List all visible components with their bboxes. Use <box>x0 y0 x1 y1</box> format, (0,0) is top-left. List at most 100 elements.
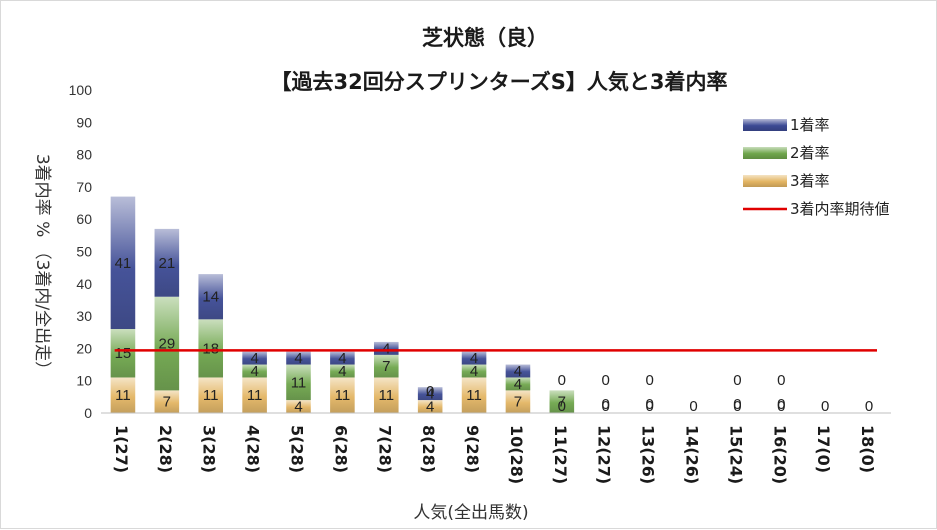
y-tick-label: 100 <box>69 82 93 98</box>
y-tick-label: 70 <box>76 179 92 195</box>
bar-segment <box>198 319 224 378</box>
bar-segment <box>286 400 311 413</box>
bar-segment <box>242 351 267 365</box>
data-label: 4 <box>382 340 390 357</box>
data-label: 11 <box>247 387 263 404</box>
data-label: 4 <box>470 350 478 367</box>
data-label: 4 <box>338 363 346 380</box>
bar-segment <box>461 351 487 365</box>
data-label: 0 <box>777 372 785 389</box>
bar-segment <box>286 364 311 401</box>
bar-segment <box>154 228 180 297</box>
bar-segment <box>198 377 224 413</box>
data-label: 4 <box>338 350 346 367</box>
x-tick-label: 12(27) <box>595 425 614 484</box>
data-label: 4 <box>294 350 302 367</box>
y-tick-label: 60 <box>76 211 92 227</box>
data-label: 7 <box>558 394 566 411</box>
data-label: 14 <box>202 289 219 306</box>
bar-segment <box>242 377 267 413</box>
x-tick-label: 1(27) <box>112 425 131 473</box>
data-label: 4 <box>426 386 434 403</box>
data-label: 0 <box>602 396 610 413</box>
data-label: 0 <box>733 396 741 413</box>
bar-segment <box>242 364 267 378</box>
data-label: 4 <box>514 363 522 380</box>
legend-swatch <box>743 175 787 187</box>
data-label: 0 <box>689 398 697 415</box>
x-tick-label: 11(27) <box>551 425 570 484</box>
data-label: 11 <box>115 387 131 404</box>
y-tick-label: 20 <box>76 340 92 356</box>
legend-swatch <box>743 147 787 159</box>
x-tick-label: 7(28) <box>375 425 394 473</box>
bar-segment <box>373 354 399 378</box>
bar-segment <box>110 196 136 330</box>
y-axis-label: 3着内率 % （3着内/全出走） <box>32 154 52 378</box>
data-label: 0 <box>645 372 653 389</box>
y-tick-label: 0 <box>84 405 92 421</box>
data-label: 41 <box>115 255 132 272</box>
x-tick-label: 6(28) <box>331 425 350 473</box>
data-label: 0 <box>602 398 610 415</box>
bar-segment <box>110 329 136 378</box>
x-tick-label: 3(28) <box>200 425 219 473</box>
data-label: 0 <box>558 372 566 389</box>
data-label: 0 <box>777 398 785 415</box>
legend-label: 3着内率期待値 <box>790 200 890 218</box>
data-label: 0 <box>865 398 873 415</box>
bars <box>110 196 575 413</box>
bar-segment <box>461 364 487 378</box>
x-axis-label: 人気(全出馬数) <box>413 503 528 523</box>
bar-segment <box>330 351 355 365</box>
data-label: 0 <box>558 398 566 415</box>
bar-segment <box>417 387 443 401</box>
data-label: 11 <box>291 374 307 391</box>
data-label: 7 <box>514 394 522 411</box>
data-label: 4 <box>294 399 302 416</box>
y-tick-label: 10 <box>76 373 92 389</box>
data-label: 0 <box>777 396 785 413</box>
data-label: 0 <box>645 398 653 415</box>
data-label: 11 <box>466 387 482 404</box>
bar-segment <box>505 390 531 413</box>
bar-segment <box>417 400 443 413</box>
legend-label: 3着率 <box>790 172 830 190</box>
bar-segment <box>154 296 180 391</box>
x-tick-label: 14(26) <box>683 425 702 484</box>
legend-swatch <box>743 119 787 131</box>
chart-title: 芝状態（良） <box>422 26 548 50</box>
data-label: 11 <box>203 387 219 404</box>
bar-segment <box>330 377 355 413</box>
legend-label: 1着率 <box>790 116 830 134</box>
bar-segment <box>330 364 355 378</box>
data-label: 11 <box>335 387 351 404</box>
bar-segment <box>286 351 311 365</box>
data-label: 7 <box>163 394 171 411</box>
bar-segment <box>373 341 399 355</box>
legend: 1着率 2着率 3着率 3着内率期待値 <box>743 116 890 218</box>
bar-segment <box>505 364 531 378</box>
data-label: 0 <box>426 383 434 400</box>
data-label: 0 <box>602 372 610 389</box>
x-tick-label: 10(28) <box>507 425 526 484</box>
data-label: 11 <box>378 387 394 404</box>
bar-segment <box>461 377 487 413</box>
data-label: 4 <box>250 350 258 367</box>
data-label: 29 <box>158 336 175 353</box>
data-label: 0 <box>733 372 741 389</box>
legend-label: 2着率 <box>790 144 830 162</box>
bar-segment <box>110 377 136 413</box>
data-label: 18 <box>202 340 219 357</box>
bar-segment <box>505 377 531 391</box>
bar-segment <box>154 390 180 413</box>
y-tick-label: 50 <box>76 244 92 260</box>
x-tick-label: 9(28) <box>463 425 482 473</box>
data-label: 15 <box>115 345 132 362</box>
data-label: 4 <box>250 363 258 380</box>
data-label: 0 <box>821 398 829 415</box>
x-tick-label: 15(24) <box>726 425 745 484</box>
data-label: 21 <box>158 255 175 272</box>
